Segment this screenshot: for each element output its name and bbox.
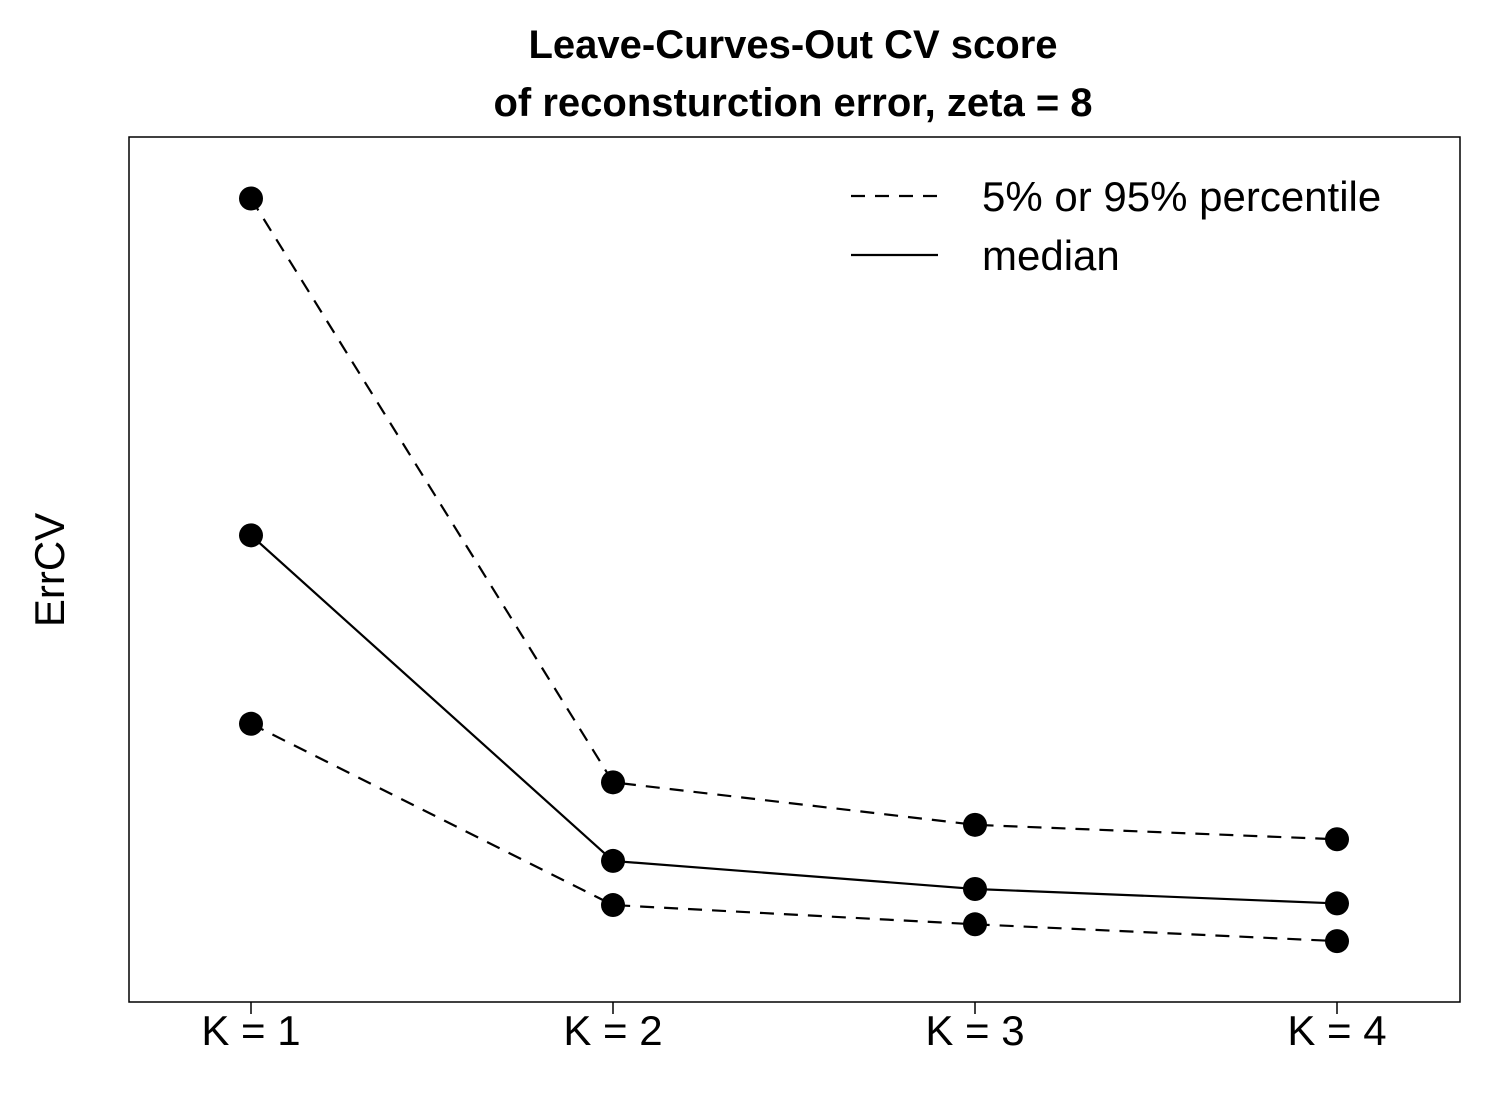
data-point <box>239 186 263 211</box>
data-point <box>239 523 263 548</box>
data-point <box>601 770 625 795</box>
x-axis: K = 1 K = 2 K = 3 K = 4 <box>201 1002 1387 1054</box>
x-tick-label: K = 3 <box>925 1007 1024 1054</box>
x-tick-label: K = 4 <box>1287 1007 1386 1054</box>
data-point <box>239 711 263 736</box>
plot-frame <box>128 136 1461 1003</box>
chart-title-line-2: of reconsturction error, zeta = 8 <box>493 81 1092 125</box>
data-point <box>1325 929 1349 954</box>
series-median <box>239 523 1349 916</box>
data-point <box>963 912 987 937</box>
series-line <box>250 722 1338 943</box>
data-point <box>963 876 987 901</box>
data-point <box>963 812 987 837</box>
series-line <box>250 534 1338 905</box>
data-point <box>601 893 625 918</box>
data-point <box>601 848 625 873</box>
series-line <box>250 197 1338 841</box>
legend: 5% or 95% percentile median <box>851 173 1381 279</box>
legend-label: 5% or 95% percentile <box>982 173 1381 220</box>
series-5-percentile <box>239 711 1349 954</box>
x-tick-label: K = 2 <box>563 1007 662 1054</box>
series-layer <box>239 186 1349 954</box>
data-point <box>1325 827 1349 852</box>
chart-title-line-1: Leave-Curves-Out CV score <box>528 23 1057 67</box>
x-tick-label: K = 1 <box>201 1007 300 1054</box>
data-point <box>1325 891 1349 916</box>
y-axis-label: ErrCV <box>26 513 73 627</box>
legend-label: median <box>982 232 1120 279</box>
series-95-percentile <box>239 186 1349 852</box>
